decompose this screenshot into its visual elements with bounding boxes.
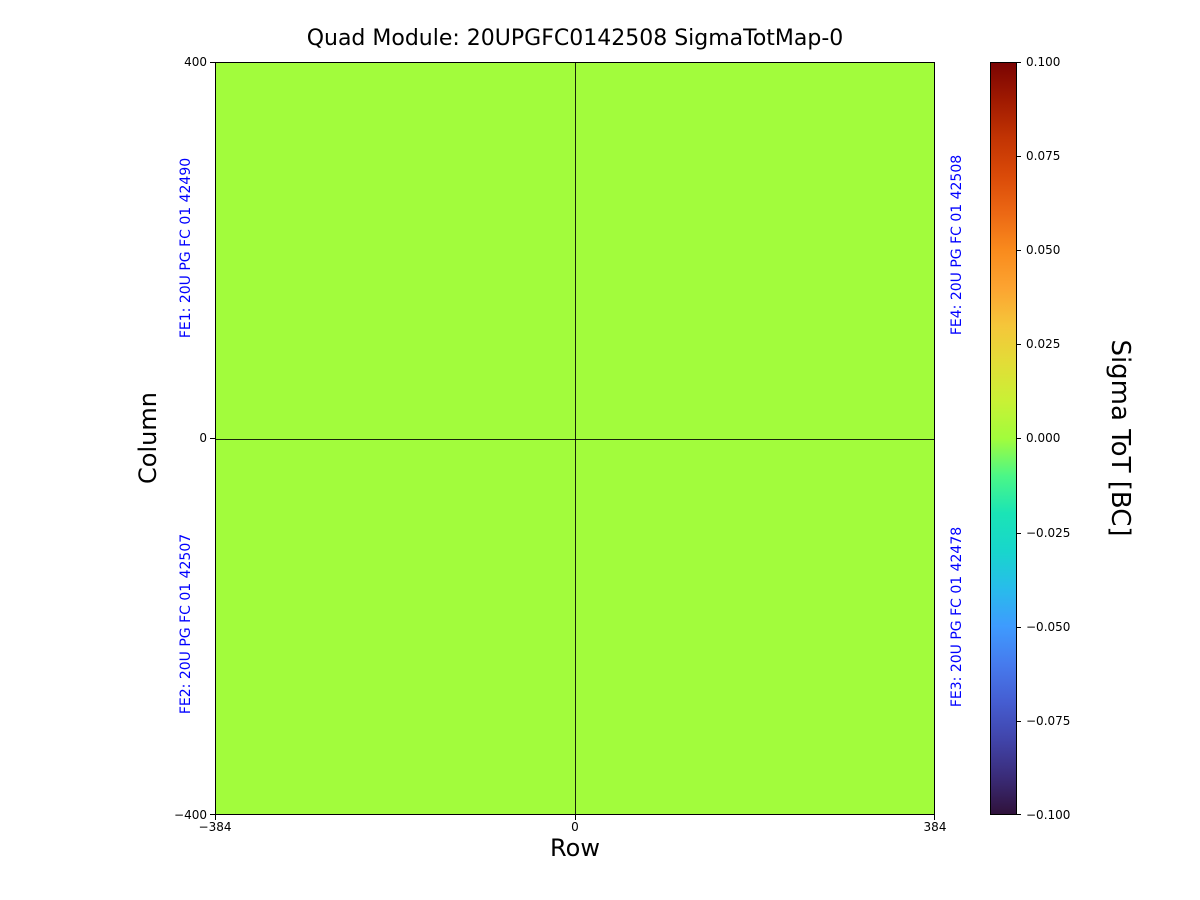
colorbar-tick-label: 0.100 [1026,55,1061,69]
x-tick-label: 0 [571,820,579,834]
quadrant-divider-vertical [575,63,576,814]
x-tick-mark [934,815,935,820]
chart-title: Quad Module: 20UPGFC0142508 SigmaTotMap-… [306,26,844,51]
x-tick-label: 384 [923,820,947,834]
y-tick-label: 400 [184,55,207,69]
colorbar-tick-mark [1016,156,1021,157]
colorbar [990,62,1017,815]
colorbar-tick-mark [1016,533,1021,534]
fe2-chip-label: FE2: 20U PG FC 01 42507 [178,533,194,715]
fe3-chip-label: FE3: 20U PG FC 01 42478 [949,526,965,708]
y-axis-label: Column [134,392,162,484]
y-tick-mark [210,438,215,439]
colorbar-tick-mark [1016,250,1021,251]
fe4-chip-label: FE4: 20U PG FC 01 42508 [949,154,965,336]
y-tick-mark [210,62,215,63]
colorbar-tick-mark [1016,62,1021,63]
colorbar-tick-label: −0.050 [1026,620,1071,634]
colorbar-tick-label: 0.050 [1026,243,1061,257]
x-axis-label: Row [550,834,600,862]
colorbar-tick-label: −0.100 [1026,808,1071,822]
y-tick-label: 0 [199,431,207,445]
colorbar-tick-label: 0.000 [1026,431,1061,445]
colorbar-label: Sigma ToT [BC] [1105,339,1135,537]
x-tick-mark [575,815,576,820]
colorbar-tick-mark [1016,721,1021,722]
colorbar-tick-label: −0.075 [1026,714,1071,728]
x-tick-mark [215,815,216,820]
heatmap-surface [215,62,935,815]
colorbar-tick-label: −0.025 [1026,526,1071,540]
x-tick-label: −384 [198,820,232,834]
colorbar-gradient [991,63,1016,814]
colorbar-tick-mark [1016,627,1021,628]
colorbar-tick-mark [1016,438,1021,439]
colorbar-tick-mark [1016,814,1021,815]
colorbar-tick-label: 0.025 [1026,337,1061,351]
y-tick-mark [210,814,215,815]
y-tick-label: −400 [174,808,207,822]
fe1-chip-label: FE1: 20U PG FC 01 42490 [178,157,194,339]
colorbar-tick-mark [1016,344,1021,345]
colorbar-tick-label: 0.075 [1026,149,1061,163]
